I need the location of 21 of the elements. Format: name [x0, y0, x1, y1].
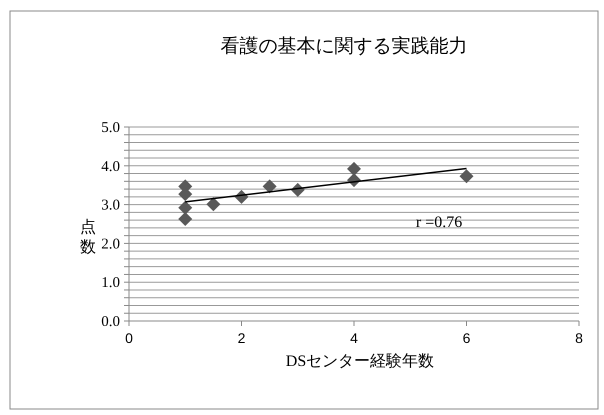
point [262, 179, 277, 194]
y-tick-label: 4.0 [101, 158, 120, 175]
point [178, 200, 192, 215]
x-tick-label: 8 [575, 330, 584, 346]
x-tick-label: 4 [350, 330, 358, 346]
chart-title: 看護の基本に関する実践能力 [220, 35, 468, 57]
point [206, 197, 220, 212]
y-tick-label: 2.0 [101, 236, 120, 252]
y-tick-label: 1.0 [101, 275, 120, 292]
point [347, 162, 361, 176]
point [460, 169, 474, 184]
annotation: r =0.76 [416, 214, 462, 232]
x-tick-label: 6 [462, 330, 471, 346]
y-tick-label: 3.0 [101, 198, 120, 214]
y-tick-label: 0.0 [101, 314, 120, 330]
x-axis-title: DSセンター経験年数 [286, 353, 434, 370]
y-axis-title: 点数 [80, 218, 96, 256]
x-tick-label: 0 [125, 330, 134, 346]
point [178, 212, 192, 226]
y-tick-label: 5.0 [101, 120, 120, 136]
x-tick-label: 2 [238, 330, 246, 346]
